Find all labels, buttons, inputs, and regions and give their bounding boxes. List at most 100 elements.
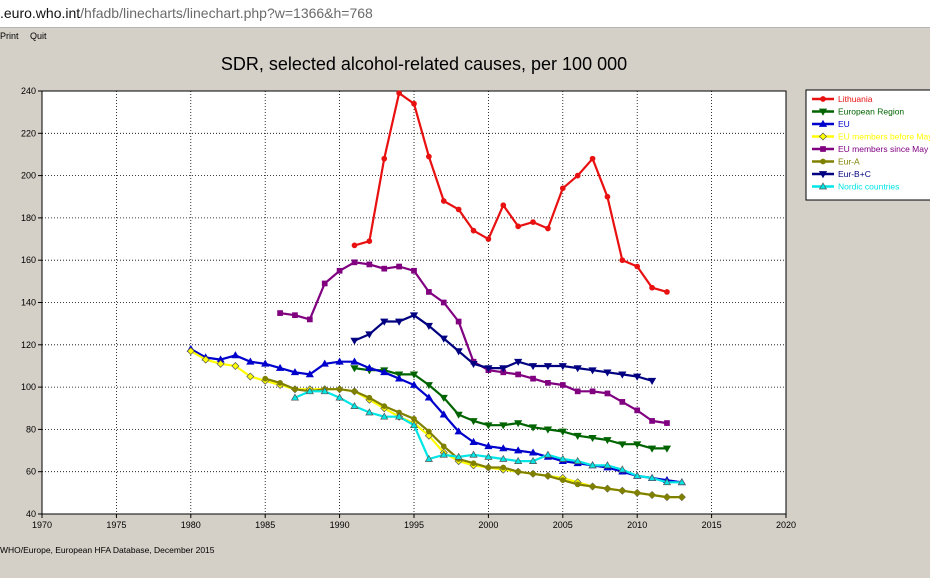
data-point [292, 312, 298, 319]
data-point [649, 284, 655, 291]
data-point [351, 388, 358, 395]
data-point [454, 411, 463, 419]
x-tick-label: 2005 [553, 520, 573, 530]
data-point [664, 420, 670, 426]
data-point [543, 450, 553, 458]
legend-swatch-marker [819, 132, 827, 141]
x-tick-label: 2000 [478, 520, 498, 530]
menu-bar: Print Quit [0, 31, 56, 45]
data-point [574, 388, 581, 395]
data-point [320, 359, 329, 367]
data-point [664, 289, 670, 295]
data-point [484, 365, 493, 373]
data-point [484, 422, 493, 430]
y-tick-label: 120 [21, 340, 36, 350]
data-point [647, 377, 657, 385]
x-tick-label: 1970 [32, 520, 52, 530]
data-point [424, 322, 433, 330]
data-point [381, 265, 388, 272]
series-7 [350, 312, 657, 385]
legend-swatch-marker [818, 182, 828, 190]
source-note: WHO/Europe, European HFA Database, Decem… [0, 545, 215, 555]
legend-swatch-marker [818, 108, 828, 116]
data-point [528, 424, 538, 432]
line-chart: SDR, selected alcohol-related causes, pe… [21, 54, 930, 530]
data-point [424, 454, 433, 462]
data-point [380, 368, 389, 376]
data-point [439, 335, 448, 343]
data-point [514, 446, 523, 454]
series-6 [262, 375, 685, 500]
data-point [559, 477, 566, 484]
legend-label: Eur-B+C [838, 169, 871, 179]
data-point [246, 372, 255, 381]
data-point [618, 465, 627, 473]
data-point [335, 357, 344, 365]
data-point [573, 456, 582, 464]
data-point [588, 461, 597, 469]
data-point [409, 371, 419, 379]
address-bar[interactable]: .euro.who.int/hfadb/linecharts/linechart… [0, 0, 930, 28]
data-point [545, 473, 551, 479]
data-point [426, 153, 432, 160]
data-point [381, 403, 388, 409]
data-point [543, 426, 553, 434]
quit-menu-item[interactable]: Quit [30, 31, 47, 41]
url-text[interactable]: .euro.who.int/hfadb/linecharts/linechart… [0, 5, 373, 21]
y-tick-label: 180 [21, 213, 36, 223]
data-point [603, 437, 612, 445]
data-point [365, 363, 374, 371]
data-point [545, 225, 551, 232]
legend-label: Eur-A [838, 157, 860, 167]
data-point [647, 445, 657, 453]
legend-swatch-marker [818, 119, 828, 127]
y-tick-label: 160 [21, 255, 36, 265]
print-menu-item[interactable]: Print [0, 31, 19, 41]
data-point [604, 193, 611, 200]
data-point [440, 198, 447, 204]
data-point [469, 450, 478, 458]
data-point [320, 387, 329, 395]
data-point [528, 363, 538, 371]
data-point [440, 299, 447, 306]
data-point [454, 348, 463, 356]
y-tick-label: 100 [21, 382, 36, 392]
data-point [305, 370, 314, 378]
data-point [440, 443, 447, 450]
x-tick-label: 1995 [404, 520, 424, 530]
x-tick-label: 1975 [106, 520, 126, 530]
data-point [515, 223, 522, 230]
data-point [515, 468, 522, 475]
legend-swatch-marker [820, 158, 826, 165]
data-point [351, 242, 358, 249]
data-point [484, 442, 493, 450]
data-point [350, 365, 359, 373]
legend-entry: Eur-A [812, 157, 860, 167]
data-point [455, 206, 462, 213]
data-point [409, 420, 419, 429]
data-point [604, 390, 611, 397]
data-point [426, 289, 432, 295]
legend-label: Lithuania [838, 94, 873, 104]
data-point [573, 432, 582, 440]
data-point [411, 415, 417, 422]
data-point [277, 310, 283, 316]
legend-swatch-marker [818, 171, 828, 179]
legend-entry: Eur-B+C [812, 169, 871, 179]
y-tick-label: 80 [26, 424, 36, 434]
legend-entry: EU members since May 2004 [812, 144, 930, 154]
data-point [604, 485, 611, 492]
data-point [603, 461, 612, 469]
data-point [396, 90, 402, 96]
y-tick-label: 140 [21, 298, 36, 308]
legend-entry: Nordic countries [812, 182, 899, 192]
data-point [216, 359, 225, 368]
legend-label: EU members since May 2004 [838, 144, 930, 154]
x-tick-label: 1985 [255, 520, 275, 530]
data-point [380, 412, 389, 420]
data-point [500, 202, 507, 209]
data-point [439, 450, 448, 458]
data-point [395, 374, 404, 382]
y-tick-label: 240 [21, 86, 36, 96]
legend-label: EU [838, 119, 850, 129]
